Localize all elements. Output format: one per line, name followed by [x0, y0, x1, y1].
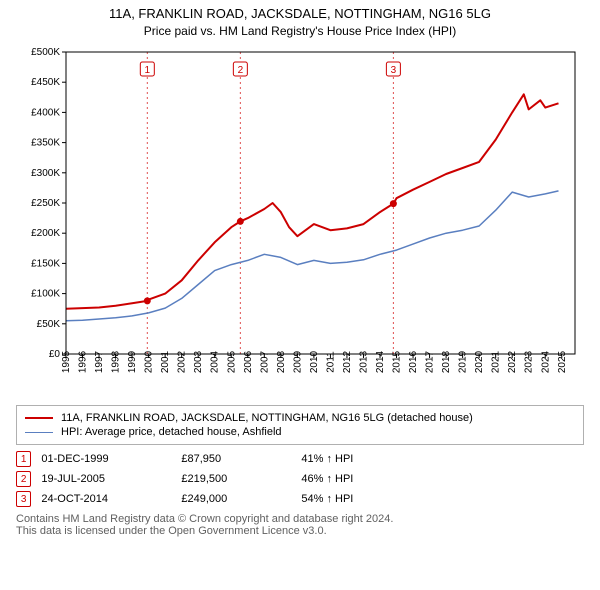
sales-markers: 1 01-DEC-1999£87,95041% ↑ HPI 2 19-JUL-2005… — [16, 451, 584, 507]
sale-date: 19-JUL-2005 — [41, 473, 181, 485]
svg-text:£100K: £100K — [31, 289, 60, 300]
sale-hpi-delta: 46% ↑ HPI — [301, 473, 353, 485]
legend-item: 11A, FRANKLIN ROAD, JACKSDALE, NOTTINGHA… — [25, 412, 575, 424]
sale-hpi-delta: 54% ↑ HPI — [301, 493, 353, 505]
svg-text:£200K: £200K — [31, 228, 60, 239]
sale-price: £249,000 — [181, 493, 301, 505]
svg-text:£500K: £500K — [31, 47, 60, 58]
svg-text:1: 1 — [145, 65, 151, 76]
data-attribution: Contains HM Land Registry data © Crown c… — [16, 513, 584, 537]
svg-text:£250K: £250K — [31, 198, 60, 209]
svg-text:£450K: £450K — [31, 77, 60, 88]
sale-hpi-delta: 41% ↑ HPI — [301, 453, 353, 465]
svg-text:£300K: £300K — [31, 168, 60, 179]
sale-date: 01-DEC-1999 — [41, 453, 181, 465]
svg-text:2: 2 — [238, 65, 244, 76]
svg-text:£150K: £150K — [31, 258, 60, 269]
legend-item: HPI: Average price, detached house, Ashf… — [25, 426, 575, 438]
sale-price: £219,500 — [181, 473, 301, 485]
sale-row: 1 01-DEC-1999£87,95041% ↑ HPI — [16, 451, 584, 467]
footer-line2: This data is licensed under the Open Gov… — [16, 525, 584, 537]
svg-text:£400K: £400K — [31, 107, 60, 118]
sale-marker-badge: 3 — [16, 491, 31, 507]
legend-label: 11A, FRANKLIN ROAD, JACKSDALE, NOTTINGHA… — [61, 412, 473, 424]
legend: 11A, FRANKLIN ROAD, JACKSDALE, NOTTINGHA… — [16, 405, 584, 445]
svg-text:£350K: £350K — [31, 138, 60, 149]
legend-label: HPI: Average price, detached house, Ashf… — [61, 426, 282, 438]
sale-marker-badge: 2 — [16, 471, 31, 487]
footer-line1: Contains HM Land Registry data © Crown c… — [16, 513, 584, 525]
price-chart: £0 £50K £100K £150K £200K £250K £300K £350K £400… — [20, 44, 580, 399]
legend-swatch — [25, 432, 53, 433]
sale-row: 2 19-JUL-2005£219,50046% ↑ HPI — [16, 471, 584, 487]
svg-text:3: 3 — [391, 65, 397, 76]
sale-date: 24-OCT-2014 — [41, 493, 181, 505]
svg-text:£50K: £50K — [37, 319, 61, 330]
chart-title-address: 11A, FRANKLIN ROAD, JACKSDALE, NOTTINGHA… — [0, 6, 600, 21]
svg-text:£0: £0 — [49, 349, 61, 360]
sale-row: 3 24-OCT-2014£249,00054% ↑ HPI — [16, 491, 584, 507]
legend-swatch — [25, 417, 53, 419]
sale-marker-badge: 1 — [16, 451, 31, 467]
sale-price: £87,950 — [181, 453, 301, 465]
chart-title-subtitle: Price paid vs. HM Land Registry's House … — [0, 24, 600, 38]
